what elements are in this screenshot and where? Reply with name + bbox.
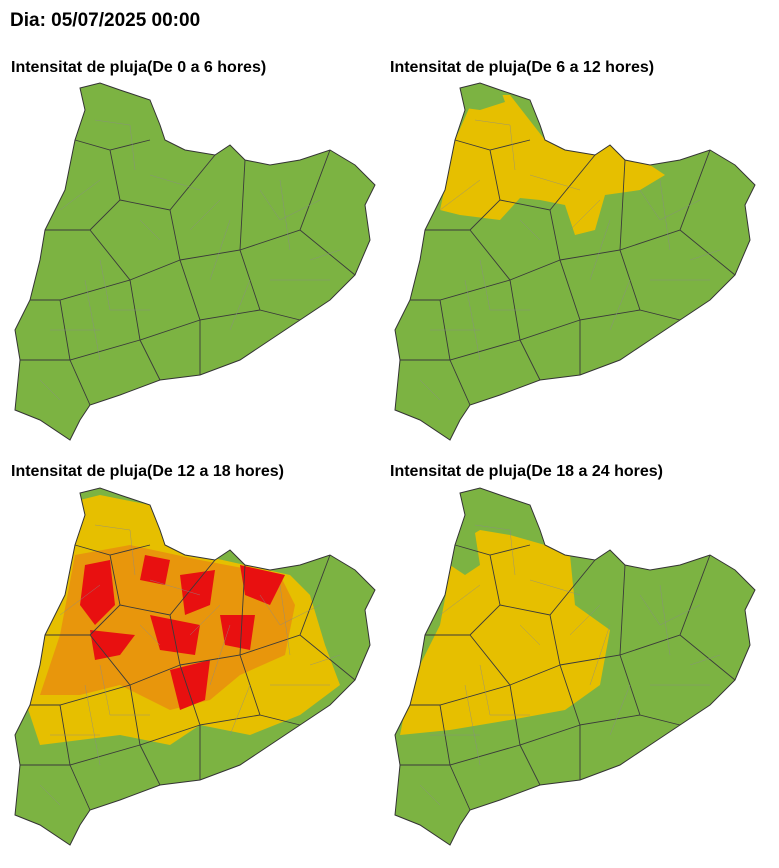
panel-title: Intensitat de pluja(De 12 a 18 hores) — [11, 463, 284, 480]
map-panel — [14, 82, 376, 441]
map-panel — [14, 487, 376, 846]
map-panel — [394, 82, 756, 441]
map-panel — [394, 487, 756, 846]
panel-title: Intensitat de pluja(De 0 a 6 hores) — [11, 59, 266, 76]
page-title: Dia: 05/07/2025 00:00 — [10, 10, 200, 31]
panel-title: Intensitat de pluja(De 6 a 12 hores) — [390, 59, 654, 76]
panel-title: Intensitat de pluja(De 18 a 24 hores) — [390, 463, 663, 480]
